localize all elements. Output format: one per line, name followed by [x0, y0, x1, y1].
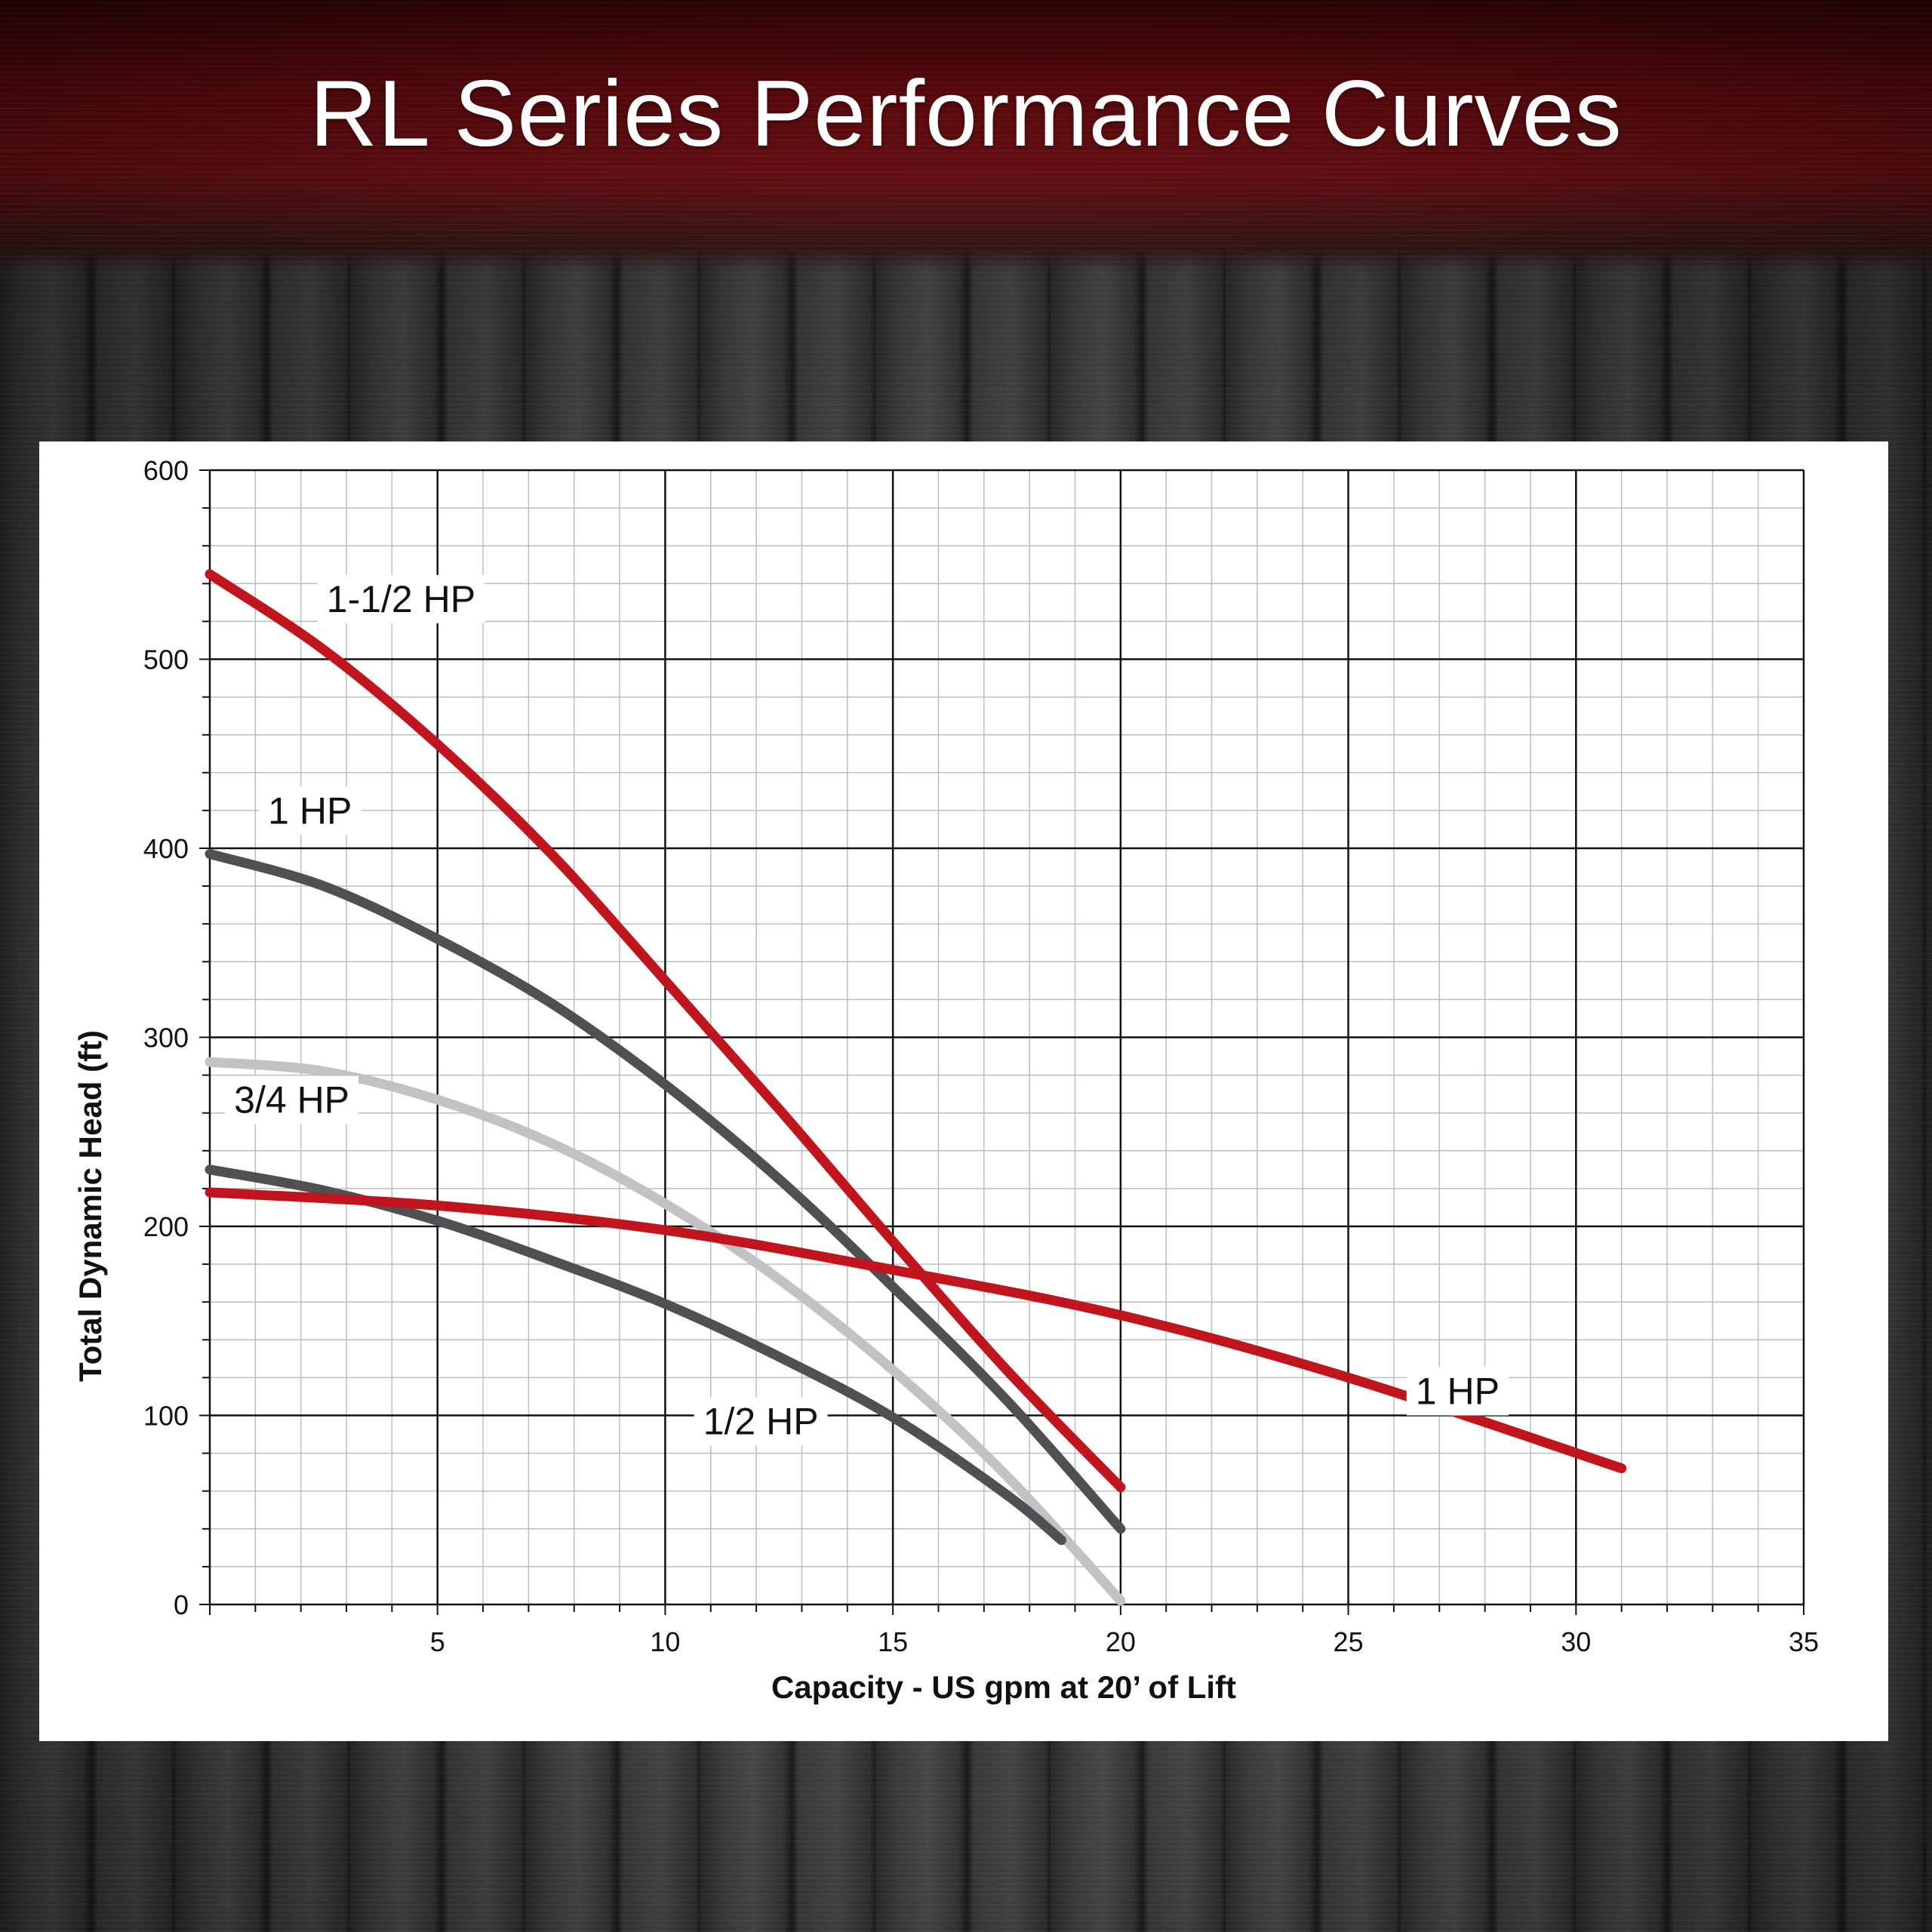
x-tick-label: 15 — [878, 1626, 908, 1657]
curve-label-1: 1-1/2 HP — [327, 578, 475, 620]
axis-ticks — [199, 469, 1804, 1615]
curve-label-2: 1 HP — [268, 789, 352, 832]
curve-2 — [205, 849, 1126, 1534]
y-tick-label: 0 — [174, 1589, 189, 1620]
curve-label-background — [1406, 1367, 1509, 1416]
performance-chart: 1-1/2 HP 1 HP 3/4 HP 1/2 HP 1 HP 5 10 15 20 25 30 3… — [72, 455, 1819, 1705]
y-tick-label: 500 — [143, 645, 189, 675]
page-title: RL Series Performance Curves — [309, 62, 1623, 166]
curve-label-3: 3/4 HP — [234, 1079, 349, 1121]
y-tick-label: 100 — [143, 1401, 189, 1432]
y-tick-label: 400 — [143, 833, 189, 864]
curve-1 — [205, 569, 1126, 1493]
x-tick-label: 20 — [1106, 1626, 1136, 1657]
curve-label-background — [694, 1397, 828, 1446]
y-tick-label: 200 — [143, 1211, 189, 1242]
curve-label-background — [259, 786, 361, 835]
x-axis-title: Capacity - US gpm at 20’ of Lift — [771, 1669, 1236, 1705]
x-tick-label: 25 — [1334, 1626, 1364, 1657]
curve-label-5: 1 HP — [1416, 1370, 1500, 1412]
x-tick-label: 10 — [650, 1626, 680, 1657]
y-axis-title: Total Dynamic Head (ft) — [72, 1030, 108, 1382]
x-tick-label: 30 — [1561, 1626, 1591, 1657]
curve-5 — [205, 1187, 1627, 1474]
tick-labels: 1-1/2 HP 1 HP 3/4 HP 1/2 HP 1 HP 5 10 15 20 25 30 3… — [143, 455, 1819, 1657]
curve-label-4: 1/2 HP — [703, 1401, 819, 1443]
major-grid — [208, 469, 1805, 1606]
curves — [205, 569, 1627, 1606]
x-tick-label: 5 — [430, 1626, 445, 1657]
curve-3 — [205, 1057, 1126, 1606]
y-tick-label: 300 — [143, 1023, 189, 1054]
chart-panel: 1-1/2 HP 1 HP 3/4 HP 1/2 HP 1 HP 5 10 15 20 25 30 3… — [39, 441, 1888, 1741]
x-tick-label: 35 — [1789, 1626, 1819, 1657]
curve-label-background — [317, 574, 485, 623]
y-tick-label: 600 — [143, 455, 189, 486]
curve-label-background — [225, 1075, 359, 1124]
